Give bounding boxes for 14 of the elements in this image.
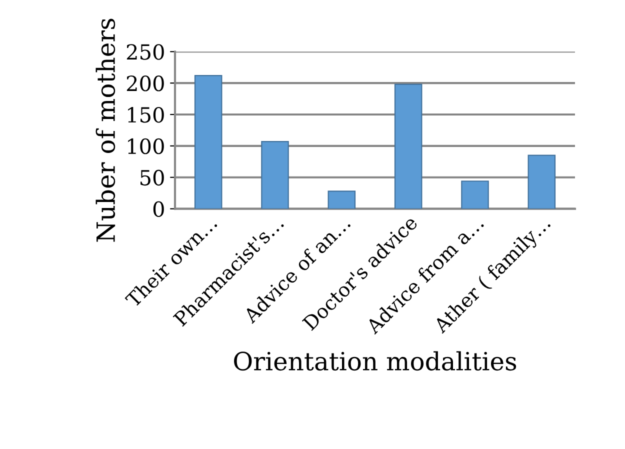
- y-tick-label: 50: [140, 170, 164, 186]
- bar: [461, 180, 489, 209]
- bar: [194, 74, 222, 209]
- bar: [394, 84, 422, 209]
- y-axis-title: Nuber of mothers: [96, 18, 116, 242]
- y-tick-label: 100: [128, 138, 164, 154]
- y-tick-label: 250: [126, 44, 164, 60]
- bar: [261, 140, 289, 209]
- bar: [328, 190, 356, 209]
- y-tick-label: 200: [126, 76, 164, 92]
- y-tick-label: 0: [153, 201, 164, 217]
- bar: [528, 154, 556, 209]
- x-axis-title: Orientation modalities: [234, 351, 516, 371]
- y-tick-label: 150: [128, 106, 164, 123]
